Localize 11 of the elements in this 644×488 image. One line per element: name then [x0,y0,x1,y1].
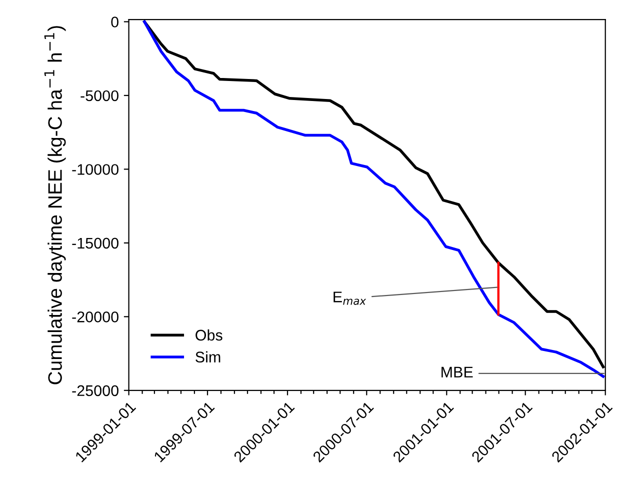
y-tick-label: -15000 [72,238,118,249]
y-tick-label: 0 [111,16,118,28]
legend-label: Sim [196,351,220,363]
y-axis-title: Cumulative daytime NEE (kg-C ha$^{−1}$ h$^{−1}$) [44,26,66,384]
y-tick-label: -10000 [72,164,118,175]
y-tick-label: -5000 [80,90,118,102]
legend-label: Obs [196,329,222,341]
y-tick-label: -25000 [72,385,118,396]
annotation: E$_{max}$ [334,292,366,305]
y-tick-label: -20000 [72,312,118,322]
annotation: MBE [442,366,473,378]
